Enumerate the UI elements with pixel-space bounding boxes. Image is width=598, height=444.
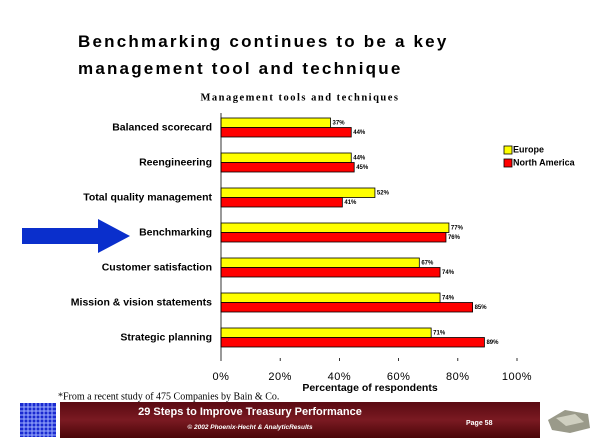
footer-copyright: © 2002 Phoenix-Hecht & AnalyticResults [187, 424, 313, 431]
bar [220, 337, 485, 348]
footnote: *From a recent study of 475 Companies by… [58, 391, 279, 402]
value-label: 76% [448, 235, 461, 241]
x-axis-label: Percentage of respondents [302, 382, 438, 394]
bar [220, 267, 441, 278]
footer: 29 Steps to Improve Treasury Performance… [60, 402, 540, 438]
category-label: Benchmarking [139, 226, 212, 238]
x-tick-label: 20% [268, 371, 292, 383]
value-label: 44% [353, 130, 366, 136]
legend-label: Europe [513, 144, 544, 154]
category-label: Mission & vision statements [71, 296, 212, 308]
slide-title: Benchmarking continues to be a key manag… [78, 32, 449, 78]
legend-swatch [503, 158, 513, 168]
value-label: 89% [486, 340, 499, 346]
bar [220, 162, 355, 173]
value-label: 67% [421, 260, 434, 266]
category-label: Total quality management [83, 191, 212, 203]
bar [220, 117, 331, 128]
category-label: Strategic planning [120, 331, 212, 343]
bar [220, 222, 450, 233]
bar [220, 292, 441, 303]
value-label: 77% [451, 225, 464, 231]
bar [220, 257, 420, 268]
value-label: 74% [442, 295, 455, 301]
footer-title: 29 Steps to Improve Treasury Performance [138, 406, 362, 418]
bar [220, 197, 343, 208]
x-tick-label: 60% [387, 371, 411, 383]
legend-label: North America [513, 157, 576, 167]
bar [220, 327, 432, 338]
category-label: Customer satisfaction [102, 261, 212, 273]
x-tick-label: 100% [502, 371, 532, 383]
page-number: Page 58 [466, 420, 493, 427]
x-tick-label: 40% [328, 371, 352, 383]
legend-swatch [503, 145, 513, 155]
value-label: 71% [433, 330, 446, 336]
category-label: Balanced scorecard [112, 121, 212, 133]
value-label: 85% [475, 305, 488, 311]
arrow [22, 219, 130, 253]
value-label: 41% [344, 200, 357, 206]
bar [220, 232, 447, 243]
x-tick-label: 80% [446, 371, 470, 383]
value-label: 44% [353, 155, 366, 161]
value-label: 45% [356, 165, 369, 171]
bar [220, 302, 474, 313]
bar [220, 152, 352, 163]
value-label: 37% [333, 120, 346, 126]
value-label: 52% [377, 190, 390, 196]
x-tick-label: 0% [213, 371, 230, 383]
bar [220, 127, 352, 138]
value-label: 74% [442, 270, 455, 276]
chart-subtitle: Management tools and techniques [200, 92, 399, 103]
bar [220, 187, 376, 198]
category-label: Reengineering [139, 156, 212, 168]
